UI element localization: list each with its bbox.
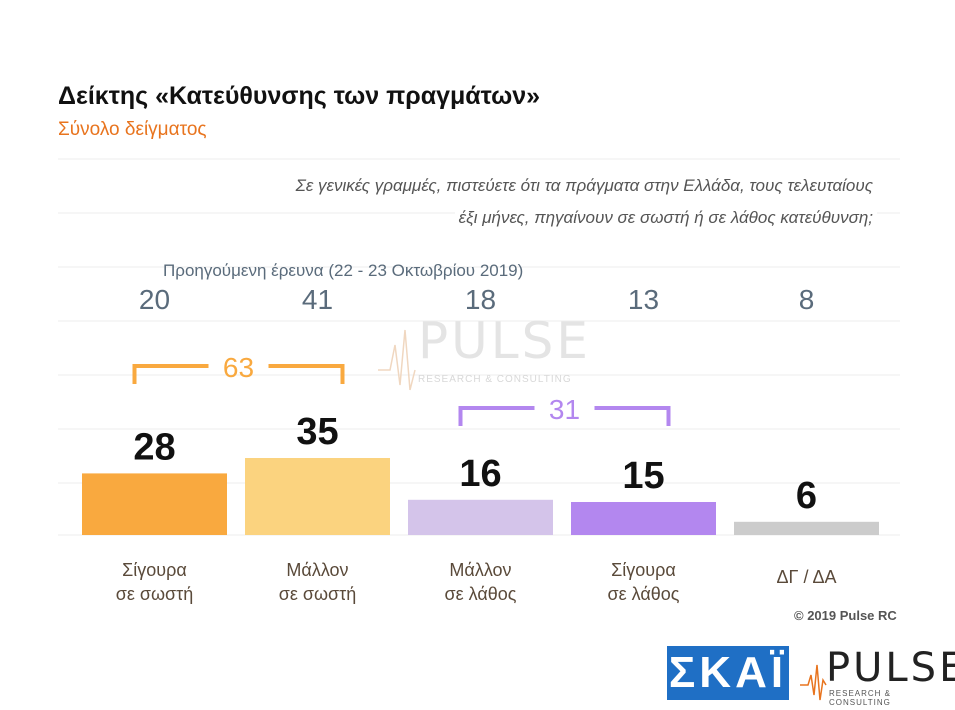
group-total-label: 63: [223, 352, 254, 383]
watermark-tagline: RESEARCH & CONSULTING: [418, 374, 572, 385]
bar: [245, 458, 390, 535]
bar-value-label: 28: [133, 426, 175, 468]
watermark-brand: PULSE: [418, 312, 591, 370]
category-label: σε λάθος: [608, 584, 680, 604]
bar-value-label: 35: [296, 411, 338, 453]
pulse-logo-tagline: RESEARCH & CONSULTING: [829, 689, 892, 707]
category-label: σε λάθος: [445, 584, 517, 604]
previous-value-label: 18: [465, 284, 496, 315]
category-label: Σίγουρα: [122, 560, 187, 580]
group-bracket-right: [268, 364, 345, 384]
bar-value-label: 15: [622, 455, 664, 497]
chart-subtitle: Σύνολο δείγματος: [58, 119, 207, 140]
bar: [408, 499, 553, 535]
bar-value-label: 16: [459, 453, 501, 495]
pulse-logo-icon: [800, 664, 827, 701]
category-label: ΔΓ / ΔΑ: [777, 567, 837, 587]
group-bracket-right: [594, 406, 671, 426]
group-bracket-left: [458, 406, 535, 426]
previous-value-label: 8: [799, 284, 815, 315]
bar-value-label: 6: [796, 475, 817, 517]
previous-value-label: 13: [628, 284, 659, 315]
skai-logo: ΣΚΑΪ: [667, 646, 789, 700]
copyright-text: © 2019 Pulse RC: [794, 608, 897, 623]
previous-value-label: 20: [139, 284, 170, 315]
bar: [82, 473, 227, 535]
chart-title: Δείκτης «Κατεύθυνσης των πραγμάτων»: [58, 82, 541, 110]
question-line-1: Σε γενικές γραμμές, πιστεύετε ότι τα πρά…: [291, 176, 877, 196]
bar: [734, 521, 879, 535]
category-label: Σίγουρα: [611, 560, 676, 580]
previous-survey-label: Προηγούμενη έρευνα (22 - 23 Οκτωβρίου 20…: [163, 261, 523, 280]
group-total-label: 31: [549, 394, 580, 425]
question-line-2: έξι μήνες, πηγαίνουν σε σωστή ή σε λάθος…: [454, 208, 877, 228]
pulse-logo-word: PULSE: [826, 645, 955, 691]
category-label: σε σωστή: [116, 584, 194, 604]
category-label: Μάλλον: [449, 560, 511, 580]
group-bracket-left: [132, 364, 209, 384]
category-label: Μάλλον: [286, 560, 348, 580]
bar: [571, 502, 716, 535]
category-label: σε σωστή: [279, 584, 357, 604]
previous-value-label: 41: [302, 284, 333, 315]
watermark-pulse-icon: [378, 329, 416, 391]
